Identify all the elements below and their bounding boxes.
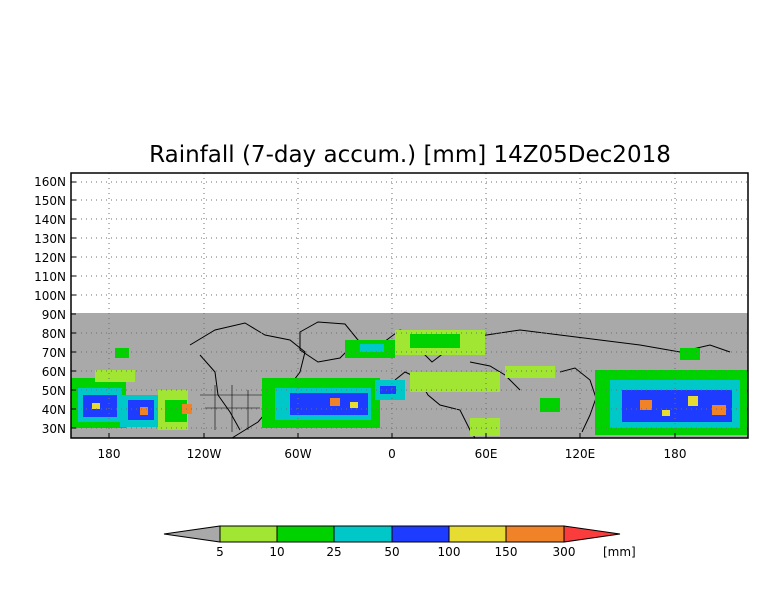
colorbar-label: 150	[495, 545, 518, 559]
lat-label: 30N	[42, 422, 66, 436]
rain-patches-west-pacific	[71, 348, 192, 430]
colorbar-segment	[333, 525, 393, 543]
colorbar: 5 10 25 50 100 150 300 [mm]	[163, 525, 636, 559]
rainfall-field	[71, 313, 748, 438]
colorbar-label: 300	[553, 545, 576, 559]
colorbar-right-arrow	[563, 525, 621, 543]
colorbar-segment	[505, 525, 565, 543]
rain-patches-atlantic	[262, 330, 485, 428]
colorbar-label: 100	[438, 545, 461, 559]
lat-label: 40N	[42, 403, 66, 417]
colorbar-segment	[448, 525, 507, 543]
colorbar-label: 50	[384, 545, 399, 559]
lat-label: 90N	[42, 308, 66, 322]
graticule	[71, 173, 748, 438]
lon-label: 120E	[565, 447, 596, 461]
lon-label: 180	[664, 447, 687, 461]
colorbar-segment	[276, 525, 335, 543]
lat-label: 160N	[34, 175, 66, 189]
lon-label: 60W	[284, 447, 311, 461]
map-title: Rainfall (7-day accum.) [mm] 14Z05Dec201…	[149, 142, 671, 168]
lat-label: 110N	[34, 270, 66, 284]
colorbar-unit: [mm]	[603, 545, 636, 559]
colorbar-label: 10	[269, 545, 284, 559]
rain-patches-eurasia	[410, 366, 560, 436]
colorbar-left-arrow	[163, 525, 221, 543]
colorbar-segment	[391, 525, 450, 543]
lat-label: 100N	[34, 289, 66, 303]
colorbar-label: 5	[216, 545, 224, 559]
lat-label: 130N	[34, 232, 66, 246]
lat-label: 150N	[34, 194, 66, 208]
lat-label: 60N	[42, 365, 66, 379]
rain-patches-east-pacific	[595, 348, 748, 435]
colorbar-label: 25	[326, 545, 341, 559]
lat-label: 80N	[42, 327, 66, 341]
lon-label: 120W	[187, 447, 222, 461]
lon-label: 0	[388, 447, 396, 461]
lon-label: 180	[98, 447, 121, 461]
lon-label: 60E	[475, 447, 498, 461]
latitude-labels: 160N 150N 140N 130N 120N 110N 100N 90N 8…	[34, 175, 66, 436]
lat-label: 50N	[42, 384, 66, 398]
map-frame	[70, 172, 749, 439]
colorbar-segment	[219, 525, 278, 543]
longitude-labels: 180 120W 60W 0 60E 120E 180	[98, 447, 687, 461]
lat-label: 140N	[34, 213, 66, 227]
axis-ticks	[71, 181, 676, 438]
lat-label: 70N	[42, 346, 66, 360]
lat-label: 120N	[34, 251, 66, 265]
